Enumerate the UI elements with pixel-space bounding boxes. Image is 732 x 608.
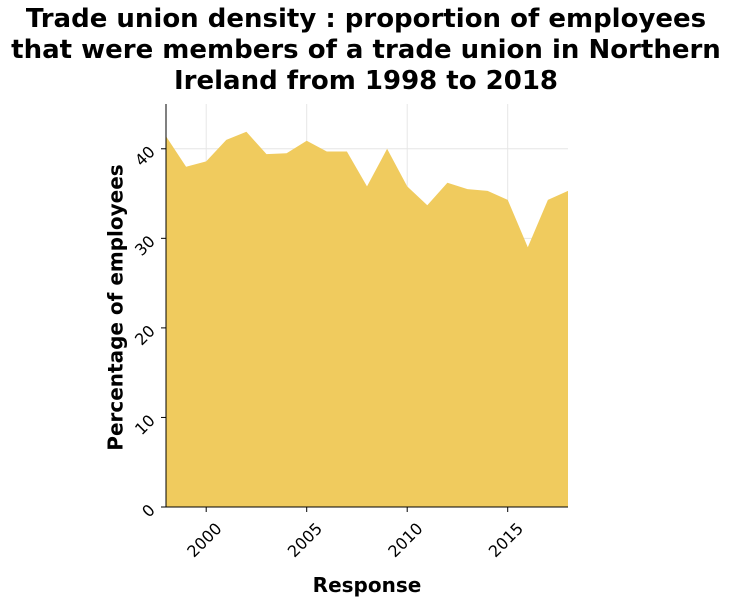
x-tick-label: 2000 bbox=[183, 519, 225, 561]
chart-title-line-2: that were members of a trade union in No… bbox=[11, 35, 721, 65]
chart-title-line-1: Trade union density : proportion of empl… bbox=[25, 4, 707, 34]
y-tick-label: 20 bbox=[131, 321, 159, 349]
x-tick-label: 2010 bbox=[384, 519, 426, 561]
area-layer bbox=[166, 131, 568, 508]
x-axis-title: Response bbox=[313, 573, 422, 597]
x-tick-label: 2005 bbox=[284, 519, 326, 561]
y-tick-label: 0 bbox=[138, 500, 159, 521]
y-tick-label: 10 bbox=[131, 411, 159, 439]
chart-title: Trade union density : proportion of empl… bbox=[0, 4, 732, 97]
area-series bbox=[166, 131, 568, 508]
x-tick-label: 2015 bbox=[485, 519, 527, 561]
y-axis-title: Percentage of employees bbox=[104, 164, 128, 450]
axes bbox=[161, 104, 568, 512]
y-tick-label: 40 bbox=[131, 142, 159, 170]
y-tick-label: 30 bbox=[131, 232, 159, 260]
chart-title-line-3: Ireland from 1998 to 2018 bbox=[173, 66, 559, 96]
